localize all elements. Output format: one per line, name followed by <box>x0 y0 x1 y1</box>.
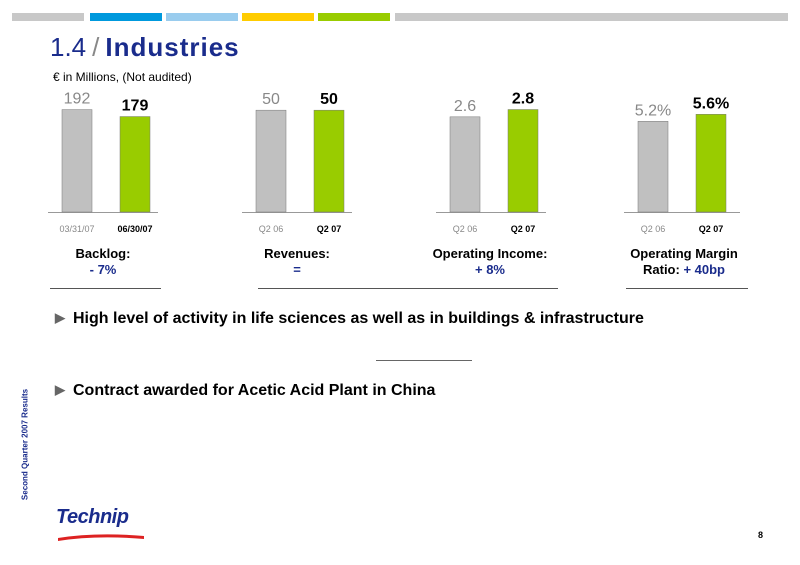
label-operating-income-line2: + 8% <box>475 262 505 277</box>
technip-logo: Technip <box>56 506 148 542</box>
page-number: 8 <box>758 530 764 540</box>
chart-operating-income-bar-1 <box>507 109 539 213</box>
chart-operating-income-svg: 2.6 Q2 06 2.8 Q2 07 <box>436 91 546 234</box>
chart-operating-margin-category-label-0: Q2 06 <box>641 224 666 234</box>
chart-revenues-svg: 50 Q2 06 50 Q2 07 <box>242 91 352 234</box>
bullet-1-text: High level of activity in life sciences … <box>73 310 644 327</box>
label-operating-margin: Operating Margin Ratio: + 40bp <box>614 246 754 278</box>
chart-operating-margin-bar-0 <box>637 121 669 213</box>
top-bar-green <box>318 13 390 21</box>
chart-backlog: 192 03/31/07 179 06/30/07 <box>48 90 158 235</box>
underline-revenues-income <box>258 288 558 289</box>
chart-revenues-bar-1 <box>313 109 345 213</box>
chart-revenues-value-label-1: 50 <box>320 91 338 108</box>
chart-operating-margin-category-label-1: Q2 07 <box>699 224 724 234</box>
chart-operating-margin-svg: 5.2% Q2 06 5.6% Q2 07 <box>624 95 740 234</box>
label-revenues-line2: = <box>293 262 301 277</box>
label-operating-margin-line2: Ratio: + 40bp <box>614 262 754 278</box>
chart-operating-margin-bar-1 <box>695 114 727 213</box>
underline-margin <box>626 288 748 289</box>
chart-revenues-value-label-0: 50 <box>262 91 280 108</box>
top-bar-lightblue <box>166 13 238 21</box>
chart-backlog-value-label-1: 179 <box>122 98 149 115</box>
chart-operating-income-bar-0 <box>449 116 481 213</box>
chart-operating-margin-value-label-0: 5.2% <box>635 102 671 119</box>
label-backlog: Backlog: - 7% <box>48 246 158 278</box>
chart-operating-income-value-label-0: 2.6 <box>454 98 476 115</box>
label-backlog-line1: Backlog: <box>75 246 131 261</box>
chart-backlog-bar-0 <box>61 109 93 213</box>
page-subtitle: € in Millions, (Not audited) <box>53 70 192 84</box>
underline-backlog <box>50 288 161 289</box>
label-revenues: Revenues: = <box>242 246 352 278</box>
top-bar-blue <box>90 13 162 21</box>
chart-operating-income-value-label-1: 2.8 <box>512 91 534 108</box>
chart-revenues: 50 Q2 06 50 Q2 07 <box>242 90 352 235</box>
chart-backlog-category-label-0: 03/31/07 <box>59 224 94 234</box>
chart-revenues-category-label-1: Q2 07 <box>317 224 342 234</box>
bullet-2-text: Contract awarded for Acetic Acid Plant i… <box>73 382 436 399</box>
chart-operating-margin-value-label-1: 5.6% <box>693 95 729 112</box>
chart-operating-income-category-label-1: Q2 07 <box>511 224 536 234</box>
logo-text: Technip <box>56 506 129 528</box>
page-title: 1.4/Industries <box>50 32 240 63</box>
label-operating-margin-line1: Operating Margin <box>630 246 738 261</box>
label-operating-margin-prefix: Ratio: <box>643 262 684 277</box>
bullet-arrow-icon: ▶ <box>55 382 65 397</box>
bullet-arrow-icon: ▶ <box>55 310 65 325</box>
chart-operating-income-category-label-0: Q2 06 <box>453 224 478 234</box>
label-operating-income-line1: Operating Income: <box>432 246 548 261</box>
chart-backlog-svg: 192 03/31/07 179 06/30/07 <box>48 91 158 234</box>
section-number: 1.4 <box>50 32 87 62</box>
side-caption: Second Quarter 2007 Results <box>20 388 30 501</box>
chart-revenues-bar-0 <box>255 109 287 213</box>
bullet-2: ▶ Contract awarded for Acetic Acid Plant … <box>55 382 435 400</box>
chart-operating-margin: 5.2% Q2 06 5.6% Q2 07 <box>624 90 740 235</box>
chart-revenues-category-label-0: Q2 06 <box>259 224 284 234</box>
chart-operating-income: 2.6 Q2 06 2.8 Q2 07 <box>436 90 546 235</box>
divider <box>376 360 472 361</box>
label-operating-margin-value: + 40bp <box>683 262 725 277</box>
chart-backlog-category-label-1: 06/30/07 <box>117 224 152 234</box>
label-backlog-line2: - 7% <box>89 262 117 277</box>
top-bar-gray-2 <box>395 13 788 21</box>
title-word: Industries <box>105 32 240 62</box>
label-operating-income: Operating Income: + 8% <box>420 246 560 278</box>
chart-backlog-bar-1 <box>119 116 151 213</box>
top-bar-gray-1 <box>12 13 84 21</box>
chart-backlog-value-label-0: 192 <box>64 91 91 108</box>
label-revenues-line1: Revenues: <box>264 246 330 261</box>
logo-swoosh-icon <box>58 534 144 541</box>
top-bar-yellow <box>242 13 314 21</box>
title-separator: / <box>92 32 100 62</box>
bullet-1: ▶ High level of activity in life sciences… <box>55 310 644 328</box>
